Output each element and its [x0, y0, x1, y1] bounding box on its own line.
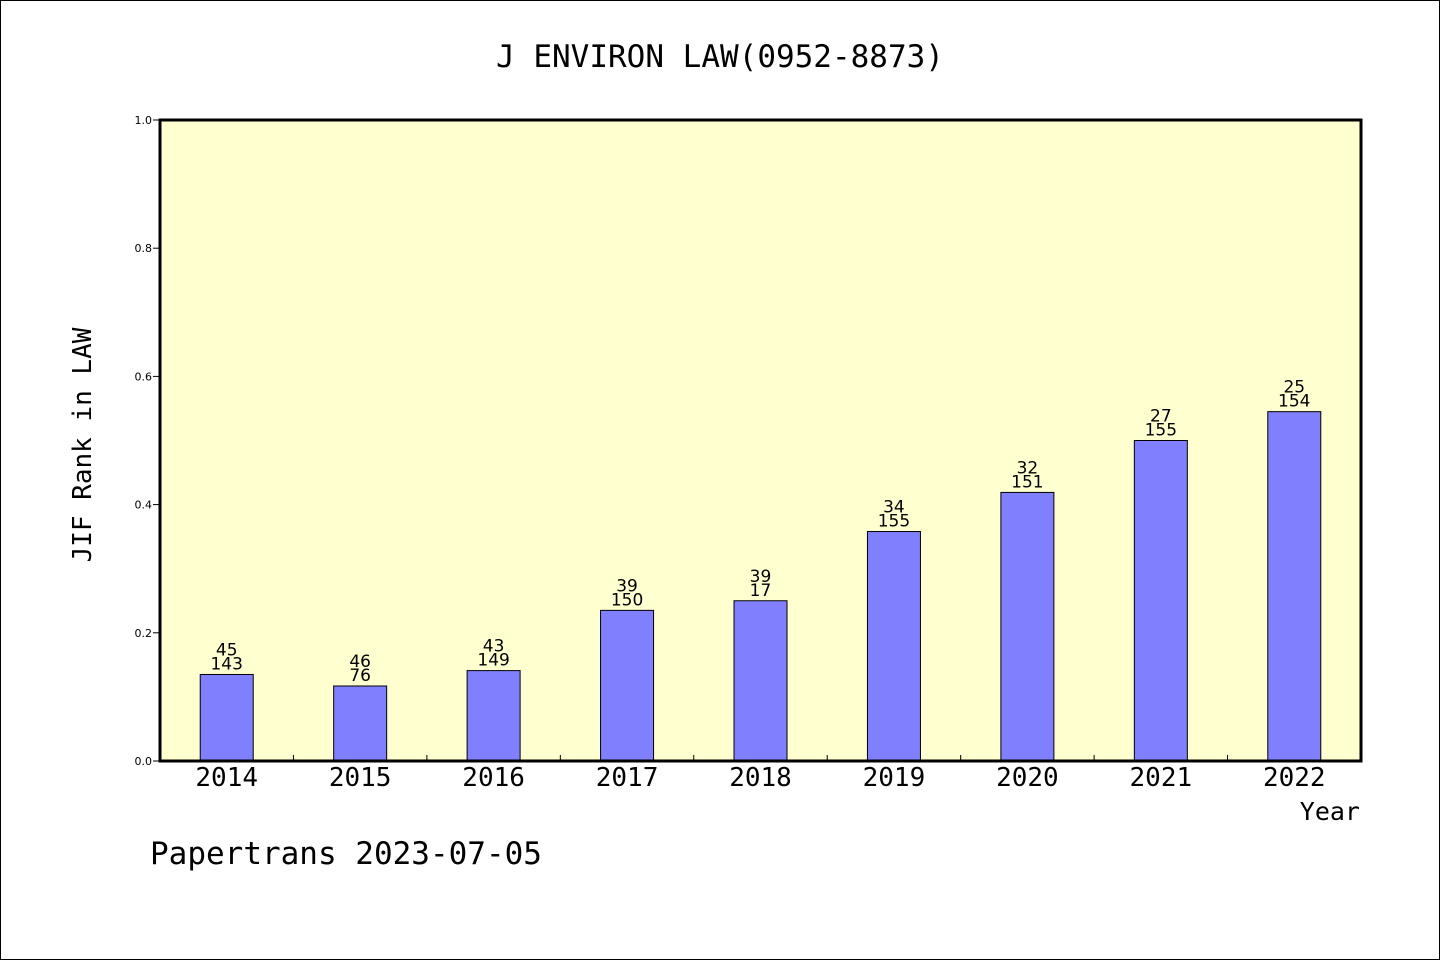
bar	[1267, 411, 1322, 762]
bar-rank-label: 27	[1150, 407, 1172, 427]
bar	[333, 685, 388, 762]
x-tick-label: 2015	[329, 763, 392, 793]
bar-rank-label: 32	[1017, 458, 1039, 478]
bar	[866, 531, 921, 762]
bar-rank-label: 25	[1283, 378, 1305, 398]
y-tick-label: 0.8	[135, 242, 153, 255]
y-tick-label: 1.0	[135, 114, 153, 127]
x-tick-label: 2017	[596, 763, 659, 793]
bar	[1000, 491, 1055, 762]
bar-rank-label: 39	[750, 567, 772, 587]
bar	[1133, 440, 1188, 762]
y-tick-label: 0.0	[135, 755, 153, 768]
bar	[466, 670, 521, 762]
x-tick-label: 2019	[863, 763, 926, 793]
bar-rank-label: 45	[216, 640, 238, 660]
x-tick-label: 2022	[1263, 763, 1326, 793]
y-tick-label: 0.2	[135, 627, 153, 640]
chart-title: J ENVIRON LAW(0952-8873)	[496, 39, 944, 75]
x-tick-label: 2021	[1130, 763, 1193, 793]
bar-total-label: 17	[750, 581, 772, 601]
bar-total-label: 149	[477, 651, 509, 671]
bar-rank-label: 46	[349, 652, 371, 672]
x-tick-label: 2014	[195, 763, 258, 793]
x-axis-label: Year	[1300, 797, 1360, 826]
bar-rank-label: 43	[483, 637, 505, 657]
bar-rank-label: 39	[616, 576, 638, 596]
x-tick-label: 2018	[729, 763, 792, 793]
y-tick-label: 0.4	[135, 499, 153, 512]
bar-series	[199, 411, 1322, 762]
y-tick-label: 0.6	[135, 370, 153, 383]
y-axis-label: JIF Rank in LAW	[68, 327, 98, 562]
x-tick-label: 2020	[996, 763, 1059, 793]
bar-total-label: 76	[349, 666, 371, 686]
bar-total-label: 150	[611, 590, 643, 610]
plot-border	[158, 118, 1363, 763]
y-axis: 0.0 0.2 0.4 0.6 0.8 1.0	[135, 114, 160, 768]
bar	[600, 609, 655, 762]
x-tick-label: 2016	[462, 763, 525, 793]
bar-total-label: 151	[1011, 472, 1043, 492]
footer-credit: Papertrans 2023-07-05	[150, 836, 542, 872]
bar	[733, 600, 788, 762]
bar-total-label: 154	[1278, 392, 1310, 412]
bar-total-label: 155	[1145, 421, 1177, 441]
x-axis: 2014 2015 2016 2017 2018 2019 2020 2021 2022	[195, 755, 1326, 793]
bar-total-label: 155	[878, 512, 910, 532]
bar	[199, 673, 254, 762]
bar-rank-label: 34	[883, 498, 905, 518]
bar-total-label: 143	[210, 654, 242, 674]
